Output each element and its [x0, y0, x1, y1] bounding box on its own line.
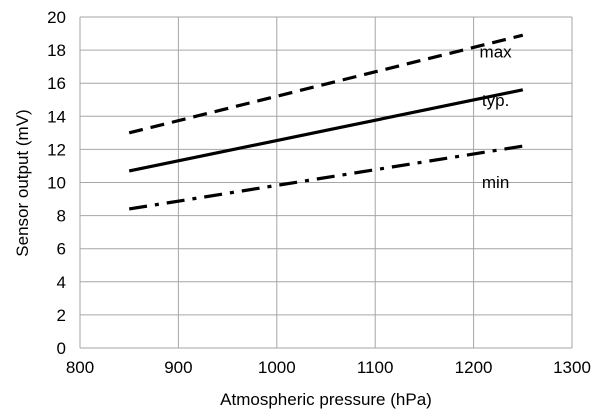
x-tick-label: 1100 [357, 358, 394, 377]
y-tick-label: 20 [47, 8, 66, 27]
series-lines [128, 33, 524, 211]
y-tick-label: 14 [47, 107, 66, 126]
series-label-typ: typ. [482, 91, 509, 110]
y-tick-label: 16 [47, 74, 66, 93]
y-tick-label: 18 [47, 41, 66, 60]
x-axis-title: Atmospheric pressure (hPa) [220, 390, 432, 409]
y-tick-label: 8 [57, 207, 66, 226]
series-line-max [128, 33, 524, 135]
x-tick-label: 800 [66, 358, 94, 377]
series-label-min: min [482, 173, 509, 192]
tick-labels: 0 2 4 6 8 10 12 14 16 18 20 800 900 1000 1100 1200 1300 [47, 8, 591, 377]
x-tick-label: 1300 [553, 358, 591, 377]
x-tick-label: 1000 [258, 358, 296, 377]
y-tick-label: 10 [47, 174, 66, 193]
series-line-typ [128, 88, 524, 173]
y-tick-label: 12 [47, 140, 66, 159]
grid [79, 16, 573, 349]
y-tick-label: 4 [57, 273, 66, 292]
y-tick-label: 2 [57, 306, 66, 325]
y-tick-label: 0 [57, 339, 66, 358]
y-axis-title: Sensor output (mV) [13, 109, 32, 256]
y-tick-label: 6 [57, 240, 66, 259]
series-line-min [128, 144, 524, 211]
x-tick-label: 900 [164, 358, 192, 377]
series-label-max: max [480, 42, 513, 61]
series-labels: max typ. min [480, 42, 513, 192]
x-tick-label: 1200 [455, 358, 493, 377]
